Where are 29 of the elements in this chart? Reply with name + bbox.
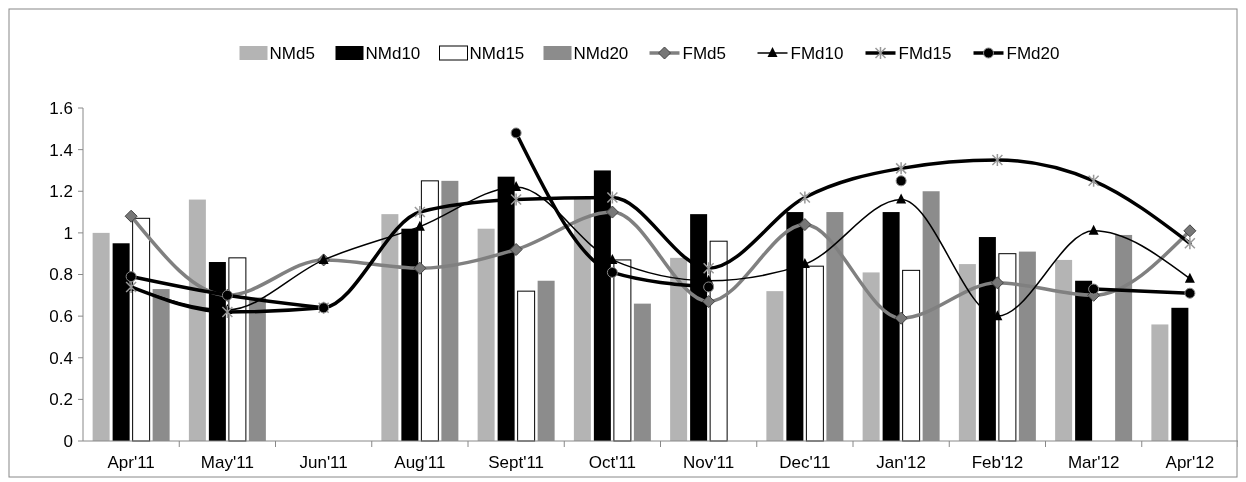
y-tick-label: 0.4	[49, 348, 73, 368]
x-tick-label: Apr'12	[1165, 453, 1215, 472]
y-tick-label: 1.4	[49, 140, 73, 160]
x-tick-label: Mar'12	[1067, 453, 1120, 472]
y-tick-label: 0.6	[49, 307, 73, 327]
x-tick-label: May'11	[200, 453, 254, 472]
y-tick-label: 0.2	[49, 390, 73, 410]
y-tick-label: 1	[63, 223, 73, 243]
x-tick-label: Jun'11	[299, 453, 348, 472]
legend-label: FMd5	[682, 43, 726, 63]
x-tick-label: Apr'11	[107, 453, 155, 472]
x-tick-label: Nov'11	[683, 453, 735, 472]
x-tick-label: Oct'11	[588, 453, 637, 472]
x-tick-label: Feb'12	[971, 453, 1024, 472]
legend-label: FMd15	[898, 43, 952, 63]
y-tick-label: 1.2	[49, 182, 73, 202]
x-tick-label: Sept'11	[488, 453, 545, 472]
legend-label: NMd20	[573, 43, 629, 63]
legend-label: NMd5	[269, 43, 315, 63]
legend-label: NMd10	[365, 43, 421, 63]
legend-label: FMd20	[1006, 43, 1060, 63]
y-tick-label: 0.8	[49, 265, 73, 285]
x-tick-label: Jan'12	[876, 453, 926, 472]
x-tick-label: Dec'11	[779, 453, 831, 472]
x-tick-label: Aug'11	[394, 453, 446, 472]
y-tick-label: 1.6	[49, 98, 73, 118]
legend-label: NMd15	[469, 43, 525, 63]
y-tick-label: 0	[63, 431, 73, 451]
legend-label: FMd10	[790, 43, 844, 63]
